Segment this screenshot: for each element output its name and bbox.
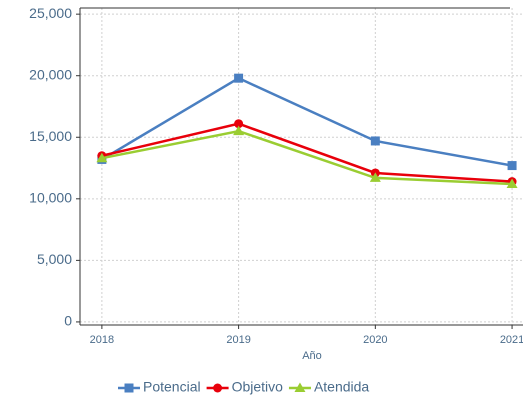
legend-label: Atendida: [314, 379, 369, 395]
legend-item: Potencial: [118, 379, 201, 395]
series-line: [101, 122, 513, 183]
y-tick-label: 25,000: [29, 5, 72, 21]
y-tick-label: 10,000: [29, 190, 72, 206]
marker: [233, 125, 245, 136]
x-tick-label: 2019: [226, 334, 250, 346]
y-tick-label: 20,000: [29, 66, 72, 82]
x-tick-label: 2021: [500, 334, 523, 346]
marker: [506, 178, 518, 189]
legend-label: Objetivo: [232, 379, 284, 395]
marker: [124, 383, 134, 393]
y-tick-label: 15,000: [29, 128, 72, 144]
legend: Potencial Objetivo Atendida: [118, 379, 369, 395]
x-axis-label: Año: [302, 350, 322, 362]
marker: [234, 119, 244, 129]
legend-item: Atendida: [288, 379, 369, 395]
y-tick-label: 0: [64, 313, 72, 329]
x-tick-label: 2018: [90, 334, 114, 346]
marker: [507, 161, 517, 171]
legend-label: Potencial: [143, 379, 201, 395]
series-line: [101, 76, 513, 167]
marker: [369, 172, 381, 182]
series-line: [101, 129, 513, 186]
legend-item: Objetivo: [206, 379, 284, 395]
marker: [213, 383, 223, 393]
x-tick-label: 2020: [363, 334, 387, 346]
marker: [96, 152, 108, 163]
marker: [294, 382, 306, 392]
marker: [370, 136, 380, 146]
y-tick-label: 5,000: [37, 251, 72, 267]
marker: [234, 73, 244, 83]
